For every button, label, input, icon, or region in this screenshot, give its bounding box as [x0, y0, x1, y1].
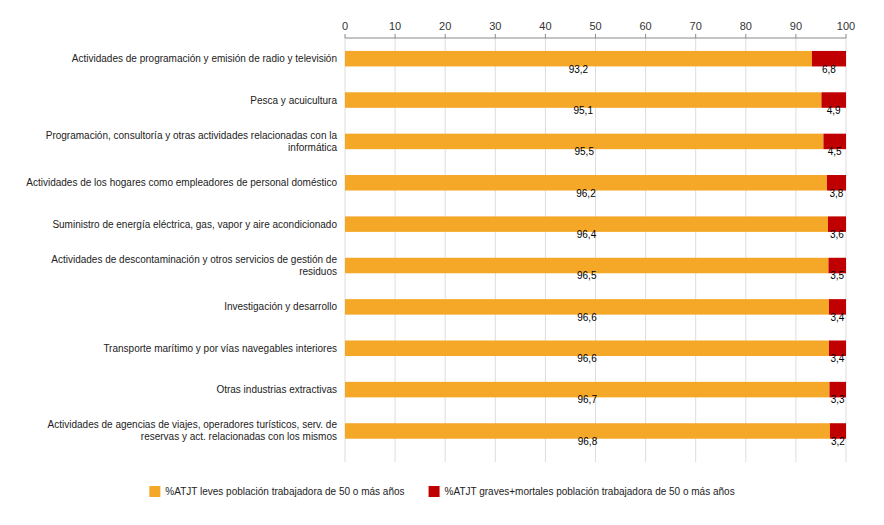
- data-labels: 96,8 3,2 96,7 3,3 96,6 3,4 96,6 3,4 96,5 3,5 96,4 3…: [569, 64, 846, 447]
- legend-label: %ATJT leves población trabajadora de 50 …: [165, 486, 404, 497]
- tick-mark: [495, 34, 496, 38]
- tick-label: 60: [639, 20, 651, 32]
- category-label: Actividades de agencias de viajes, opera…: [48, 419, 338, 442]
- category-label: Actividades de descontaminación y otros …: [51, 254, 337, 277]
- y-axis: Actividades de agencias de viajes, opera…: [26, 53, 337, 442]
- data-label: 95,1: [573, 105, 593, 116]
- data-label: 6,8: [822, 64, 836, 75]
- grid: [345, 38, 846, 462]
- legend-item: %ATJT graves+mortales población trabajad…: [429, 486, 735, 497]
- category-label: Pesca y acuicultura: [250, 95, 337, 106]
- tick-label: 0: [342, 20, 348, 32]
- tick-label: 10: [389, 20, 401, 32]
- data-label: 3,4: [831, 312, 845, 323]
- tick-label: 100: [837, 20, 855, 32]
- tick-label: 40: [539, 20, 551, 32]
- data-label: 96,8: [578, 436, 598, 447]
- data-label: 4,5: [828, 146, 842, 157]
- data-label: 96,2: [576, 188, 596, 199]
- data-label: 3,8: [830, 188, 844, 199]
- legend: %ATJT leves población trabajadora de 50 …: [149, 486, 734, 497]
- data-label: 96,6: [577, 353, 597, 364]
- tick-mark: [695, 34, 696, 38]
- tick-mark: [795, 34, 796, 38]
- tick-label: 50: [589, 20, 601, 32]
- x-axis: 0 10 20 30 40 50 60 70 80 90 100: [342, 20, 855, 38]
- tick-label: 30: [489, 20, 501, 32]
- data-label: 96,4: [577, 229, 597, 240]
- data-label: 93,2: [569, 64, 589, 75]
- tick-mark: [645, 34, 646, 38]
- data-label: 3,6: [830, 229, 844, 240]
- tick-label: 70: [690, 20, 702, 32]
- tick-mark: [595, 34, 596, 38]
- data-label: 95,5: [574, 146, 594, 157]
- tick-mark: [345, 34, 346, 38]
- tick-mark: [545, 34, 546, 38]
- bars: [345, 51, 846, 439]
- tick-mark: [445, 34, 446, 38]
- data-label: 3,5: [830, 270, 844, 281]
- legend-label: %ATJT graves+mortales población trabajad…: [445, 486, 735, 497]
- chart: 0 10 20 30 40 50 60 70 80 90 100 96,8 3,2 96,7 3,3 96,6…: [0, 0, 884, 525]
- tick-label: 80: [740, 20, 752, 32]
- category-label: Suministro de energía eléctrica, gas, va…: [52, 219, 337, 230]
- tick-label: 20: [439, 20, 451, 32]
- category-label: Actividades de programación y emisión de…: [72, 53, 337, 64]
- data-label: 96,7: [577, 394, 597, 405]
- axis-line: [345, 38, 846, 39]
- data-label: 4,9: [827, 105, 841, 116]
- tick-label: 90: [790, 20, 802, 32]
- category-label: Otras industrias extractivas: [216, 384, 337, 395]
- category-label: Programación, consultoría y otras activi…: [46, 130, 338, 153]
- tick-mark: [745, 34, 746, 38]
- legend-swatch: [149, 486, 160, 497]
- legend-item: %ATJT leves población trabajadora de 50 …: [149, 486, 404, 497]
- category-label: Transporte marítimo y por vías navegable…: [103, 343, 337, 354]
- tick-mark: [846, 34, 847, 38]
- data-label: 96,5: [577, 270, 597, 281]
- data-label: 3,4: [831, 353, 845, 364]
- category-label: Investigación y desarrollo: [224, 301, 337, 312]
- data-label: 96,6: [577, 312, 597, 323]
- data-label: 3,3: [831, 394, 845, 405]
- legend-swatch: [429, 486, 440, 497]
- tick-mark: [395, 34, 396, 38]
- data-label: 3,2: [831, 436, 845, 447]
- category-label: Actividades de los hogares como empleado…: [26, 177, 337, 188]
